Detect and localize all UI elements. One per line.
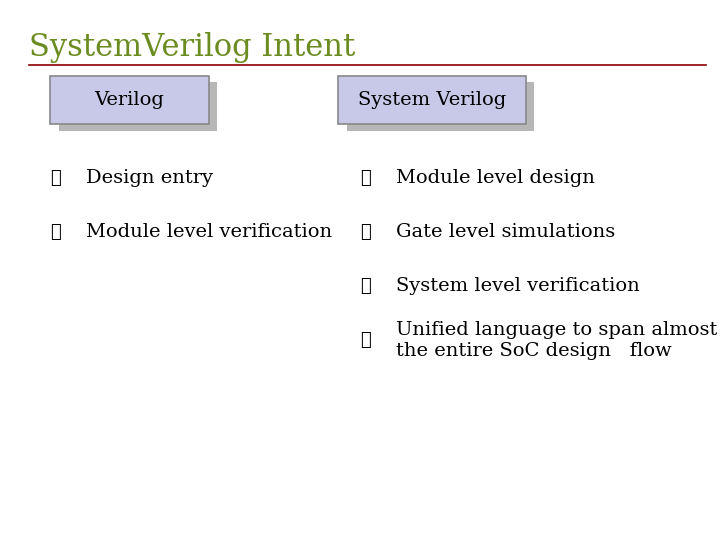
Text: Module level design: Module level design: [396, 169, 595, 187]
FancyBboxPatch shape: [50, 76, 209, 124]
Text: Unified language to span almost
the entire SoC design   flow: Unified language to span almost the enti…: [396, 321, 717, 360]
Text: System Verilog: System Verilog: [358, 91, 506, 109]
Text: SystemVerilog Intent: SystemVerilog Intent: [29, 32, 355, 63]
Text: ❑: ❑: [50, 223, 61, 241]
Text: ❑: ❑: [360, 169, 371, 187]
FancyBboxPatch shape: [347, 82, 534, 131]
Text: Design entry: Design entry: [86, 169, 213, 187]
FancyBboxPatch shape: [338, 76, 526, 124]
Text: ❑: ❑: [360, 223, 371, 241]
Text: Module level verification: Module level verification: [86, 223, 333, 241]
Text: Gate level simulations: Gate level simulations: [396, 223, 616, 241]
Text: Verilog: Verilog: [94, 91, 165, 109]
Text: System level verification: System level verification: [396, 277, 640, 295]
Text: ❑: ❑: [360, 277, 371, 295]
FancyBboxPatch shape: [59, 82, 217, 131]
Text: ❑: ❑: [50, 169, 61, 187]
Text: ❑: ❑: [360, 331, 371, 349]
